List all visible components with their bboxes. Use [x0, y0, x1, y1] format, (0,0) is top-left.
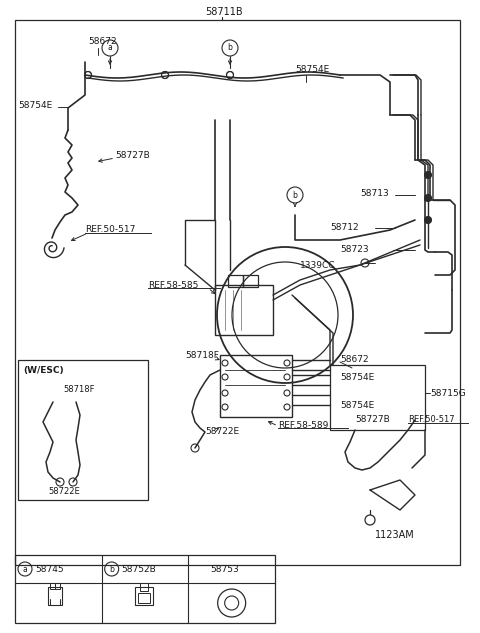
Text: 58715G: 58715G — [430, 389, 466, 398]
Bar — [138, 593, 150, 603]
Text: (W/ESC): (W/ESC) — [23, 365, 64, 375]
Text: 1339CC: 1339CC — [300, 261, 336, 270]
Text: 58727B: 58727B — [115, 151, 150, 160]
Text: 58753: 58753 — [210, 565, 239, 573]
Text: 1123AM: 1123AM — [375, 530, 415, 540]
Text: 58754E: 58754E — [18, 101, 52, 110]
Bar — [135, 587, 153, 605]
Bar — [220, 355, 292, 417]
Text: 58754E: 58754E — [295, 65, 329, 75]
Text: 58718F: 58718F — [63, 385, 95, 394]
Text: 58754E: 58754E — [340, 373, 374, 382]
Circle shape — [424, 194, 432, 201]
Bar — [330, 365, 425, 430]
Text: 58718F: 58718F — [185, 351, 219, 360]
Circle shape — [227, 72, 233, 78]
Bar — [228, 275, 243, 287]
Bar — [215, 285, 273, 335]
Text: REF.58-585: REF.58-585 — [148, 280, 198, 289]
Bar — [15, 20, 460, 565]
Bar — [243, 275, 258, 287]
Text: REF.50-517: REF.50-517 — [85, 225, 135, 234]
Circle shape — [424, 216, 432, 223]
Text: 58672: 58672 — [88, 37, 117, 46]
Circle shape — [84, 72, 92, 78]
Bar — [48, 587, 62, 605]
Text: 58745: 58745 — [35, 565, 64, 573]
Text: b: b — [109, 565, 114, 573]
Text: a: a — [23, 565, 27, 573]
Text: 58712: 58712 — [330, 223, 359, 232]
Text: b: b — [293, 191, 298, 199]
Bar — [140, 583, 148, 591]
Text: 58722E: 58722E — [205, 427, 239, 437]
Circle shape — [161, 72, 168, 78]
Text: a: a — [108, 44, 112, 53]
Text: REF.58-589: REF.58-589 — [278, 420, 328, 430]
Text: 58711B: 58711B — [205, 7, 242, 17]
Text: REF.50-517: REF.50-517 — [408, 415, 455, 425]
Text: 58713: 58713 — [360, 189, 389, 197]
Text: 58754E: 58754E — [340, 401, 374, 410]
Bar — [15, 555, 275, 623]
Circle shape — [424, 172, 432, 179]
Text: 58752B: 58752B — [121, 565, 156, 573]
Bar — [18, 360, 148, 500]
Bar — [55, 583, 60, 589]
Text: b: b — [228, 44, 232, 53]
Text: 58727B: 58727B — [355, 415, 390, 425]
Text: 58722E: 58722E — [48, 487, 80, 496]
Text: 58723: 58723 — [340, 246, 369, 254]
Text: 58672: 58672 — [340, 356, 369, 365]
Bar — [50, 583, 55, 589]
